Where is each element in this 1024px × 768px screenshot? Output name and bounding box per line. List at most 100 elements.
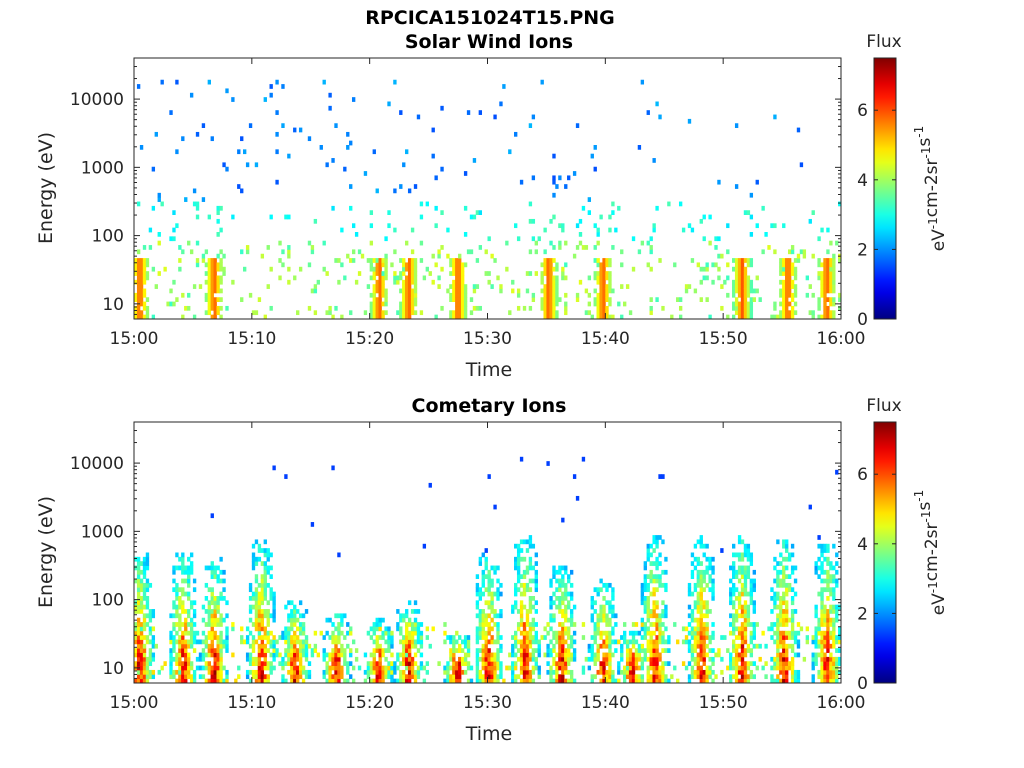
heatmap-cell: [263, 561, 267, 566]
heatmap-cell: [643, 561, 647, 566]
heatmap-cell: [652, 548, 656, 553]
heatmap-cell: [555, 669, 559, 675]
heatmap-cell: [296, 609, 300, 614]
heatmap-cell: [154, 643, 158, 649]
heatmap-cell: [516, 578, 521, 584]
heatmap-cell: [514, 665, 518, 671]
heatmap-cell: [372, 275, 376, 281]
heatmap-cell: [793, 565, 798, 571]
heatmap-cell: [405, 240, 409, 246]
heatmap-cell: [634, 678, 639, 684]
heatmap-cell: [790, 279, 795, 285]
heatmap-cell: [516, 639, 521, 645]
heatmap-cell: [746, 648, 751, 653]
heatmap-cell: [178, 665, 182, 671]
heatmap-cell: [596, 258, 600, 263]
heatmap-cell: [519, 665, 524, 671]
heatmap-cell: [407, 271, 412, 276]
heatmap-cell: [602, 310, 606, 316]
heatmap-cell: [673, 262, 677, 268]
heatmap-cell: [599, 669, 603, 675]
heatmap-cell: [596, 262, 600, 268]
heatmap-cell: [702, 674, 706, 680]
heatmap-cell: [525, 639, 530, 645]
heatmap-cell: [817, 639, 821, 645]
heatmap-cell: [490, 253, 494, 259]
heatmap-cell: [743, 639, 748, 645]
heatmap-cell: [475, 669, 480, 675]
heatmap-cell: [608, 279, 612, 285]
heatmap-cell: [737, 656, 742, 662]
heatmap-cell: [213, 275, 217, 281]
heatmap-cell: [354, 656, 359, 662]
heatmap-cell: [519, 630, 524, 636]
heatmap-cell: [251, 604, 256, 610]
heatmap-cell: [184, 630, 188, 636]
heatmap-cell: [405, 674, 409, 680]
heatmap-cell: [643, 600, 647, 606]
heatmap-cell: [790, 565, 795, 571]
heatmap-cell: [490, 284, 494, 289]
heatmap-cell: [257, 543, 262, 549]
heatmap-cell: [696, 656, 700, 662]
heatmap-cell: [740, 314, 745, 320]
heatmap-cell: [838, 635, 842, 640]
heatmap-cell: [484, 648, 488, 653]
heatmap-cell: [372, 630, 376, 636]
heatmap-cell: [776, 652, 780, 658]
heatmap-cell: [369, 669, 374, 675]
heatmap-cell: [231, 279, 235, 285]
heatmap-cell: [263, 314, 267, 320]
heatmap-cell: [481, 552, 485, 558]
heatmap-cell: [399, 669, 403, 675]
heatmap-cell: [711, 587, 715, 593]
heatmap-cell: [402, 284, 406, 289]
heatmap-cell: [823, 656, 827, 662]
heatmap-cell: [564, 569, 568, 575]
heatmap-cell: [278, 275, 282, 281]
heatmap-cell: [366, 661, 371, 666]
heatmap-cell: [499, 591, 503, 597]
heatmap-cell: [410, 288, 415, 294]
heatmap-cell: [337, 674, 341, 680]
heatmap-cell: [740, 665, 745, 671]
heatmap-cell: [269, 552, 273, 558]
heatmap-cell: [393, 79, 397, 85]
heatmap-cell: [782, 661, 786, 666]
heatmap-cell: [552, 648, 556, 653]
heatmap-cell: [201, 123, 206, 128]
heatmap-cell: [181, 578, 185, 584]
heatmap-cell: [458, 262, 462, 268]
heatmap-cell: [293, 652, 297, 658]
heatmap-cell: [817, 297, 821, 302]
heatmap-cell: [749, 192, 754, 198]
heatmap-cell: [599, 301, 603, 307]
heatmap-cell: [782, 569, 786, 575]
heatmap-cell: [399, 630, 403, 636]
heatmap-cell: [346, 131, 350, 137]
heatmap-cell: [139, 582, 144, 588]
heatmap-cell: [516, 626, 521, 632]
heatmap-cell: [678, 314, 683, 320]
heatmap-cell: [649, 609, 653, 614]
heatmap-cell: [737, 262, 742, 268]
heatmap-cell: [213, 310, 217, 316]
heatmap-cell: [805, 626, 809, 632]
heatmap-cell: [402, 297, 406, 302]
heatmap-cell: [567, 578, 571, 584]
heatmap-cell: [516, 609, 521, 614]
heatmap-cell: [402, 301, 406, 307]
heatmap-cell: [472, 305, 477, 311]
heatmap-cell: [511, 678, 515, 684]
heatmap-cell: [658, 622, 662, 627]
heatmap-cell: [440, 166, 444, 172]
heatmap-cell: [625, 639, 630, 645]
heatmap-cell: [307, 643, 312, 649]
heatmap-cell: [593, 652, 597, 658]
heatmap-cell: [213, 665, 217, 671]
heatmap-cell: [605, 656, 609, 662]
heatmap-cell: [301, 678, 306, 684]
heatmap-cell: [540, 305, 544, 311]
heatmap-cell: [237, 665, 241, 671]
heatmap-cell: [832, 288, 836, 294]
